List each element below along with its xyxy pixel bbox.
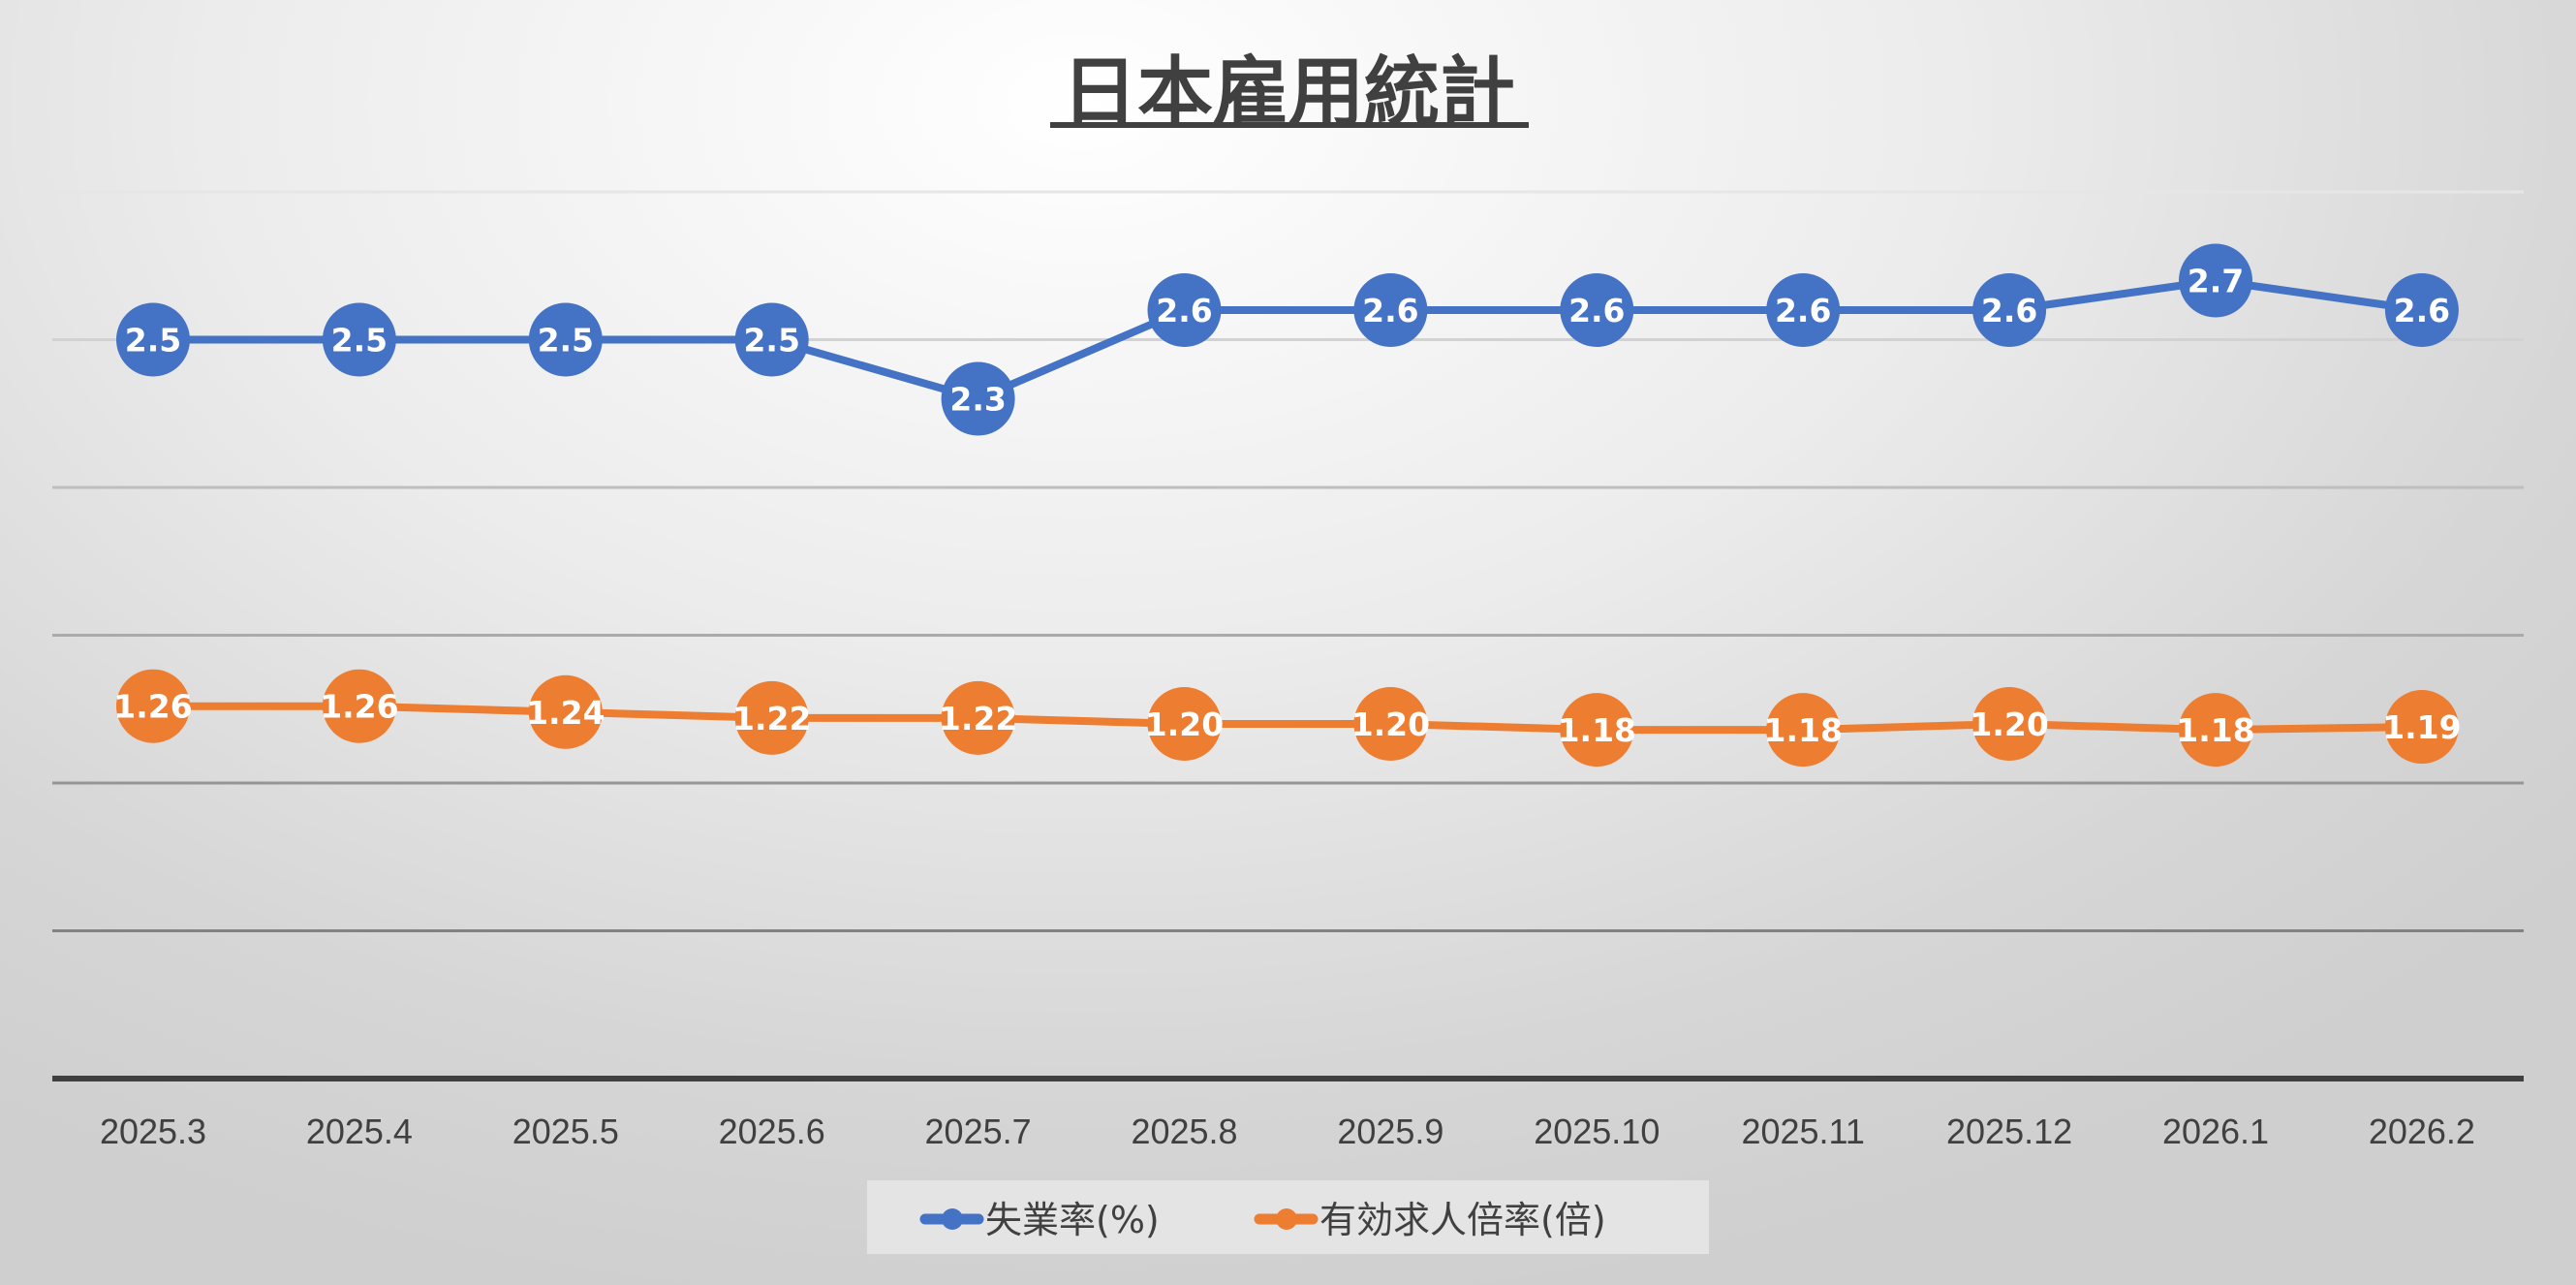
data-point xyxy=(941,361,1015,436)
data-point xyxy=(528,674,603,749)
data-point xyxy=(1766,693,1841,768)
data-point xyxy=(1147,687,1222,761)
data-point xyxy=(1560,273,1634,347)
data-label: 2.5 xyxy=(538,322,594,360)
gridlines xyxy=(52,190,2524,1081)
title-underline xyxy=(1050,122,1529,128)
data-label: 2.6 xyxy=(2394,292,2450,329)
x-tick-label: 2025.5 xyxy=(512,1112,619,1151)
data-label: 1.19 xyxy=(2382,708,2461,746)
data-point xyxy=(528,302,603,377)
legend-item-2: 有効求人倍率(倍) xyxy=(1254,1199,1606,1241)
data-label: 1.24 xyxy=(526,694,605,732)
data-label: 2.5 xyxy=(743,322,799,360)
data-point xyxy=(1766,273,1841,347)
data-label: 1.22 xyxy=(732,700,811,737)
x-tick-label: 2026.2 xyxy=(2369,1112,2475,1151)
data-point xyxy=(1560,693,1634,768)
legend-item-1: 失業率(%) xyxy=(919,1199,1160,1241)
data-point xyxy=(2179,243,2252,318)
data-label: 1.18 xyxy=(2176,711,2254,749)
legend-marker-icon xyxy=(1276,1208,1297,1230)
data-point xyxy=(941,680,1015,755)
data-point xyxy=(1972,273,2047,347)
legend-label: 失業率(%) xyxy=(985,1199,1160,1241)
data-label: 2.6 xyxy=(1981,292,2037,329)
data-label: 1.26 xyxy=(113,688,192,726)
data-point xyxy=(2179,693,2252,768)
data-point xyxy=(2384,273,2459,347)
data-point xyxy=(1147,273,1222,347)
data-point xyxy=(734,302,809,377)
data-point xyxy=(322,669,396,743)
data-label: 2.5 xyxy=(331,322,388,360)
x-axis-ticks: 2025.3 2025.4 2025.5 2025.6 2025.7 2025.8 2025… xyxy=(100,1112,2475,1151)
data-point xyxy=(1972,687,2047,761)
legend: 失業率(%) 有効求人倍率(倍) xyxy=(867,1180,1709,1254)
legend-marker-icon xyxy=(942,1208,963,1230)
x-tick-label: 2025.4 xyxy=(306,1112,413,1151)
data-label: 2.6 xyxy=(1362,292,1418,329)
data-point xyxy=(1353,687,1428,761)
x-tick-label: 2025.6 xyxy=(719,1112,825,1151)
series-1: 2.5 2.5 2.5 2.5 2.3 2.6 2.6 2.6 2.6 2.6 2.7 2.6 xyxy=(116,243,2459,436)
data-label: 1.18 xyxy=(1763,711,1842,749)
data-label: 1.18 xyxy=(1558,711,1636,749)
data-label: 1.20 xyxy=(1970,705,2048,743)
x-tick-label: 2025.7 xyxy=(925,1112,1032,1151)
data-label: 1.22 xyxy=(939,700,1017,737)
data-label: 2.6 xyxy=(1775,292,1831,329)
data-point xyxy=(734,680,809,755)
data-label: 2.5 xyxy=(125,322,181,360)
data-label: 2.3 xyxy=(949,381,1006,419)
data-point xyxy=(116,302,190,377)
x-tick-label: 2025.9 xyxy=(1337,1112,1443,1151)
x-tick-label: 2025.12 xyxy=(1946,1112,2072,1151)
data-point xyxy=(2384,690,2459,765)
data-label: 1.26 xyxy=(320,688,398,726)
legend-label: 有効求人倍率(倍) xyxy=(1319,1199,1606,1241)
data-point xyxy=(322,302,396,377)
series-2: 1.26 1.26 1.24 1.22 1.22 1.20 1.20 1.18 1.18 1.20… xyxy=(113,669,2462,768)
x-tick-label: 2026.1 xyxy=(2162,1112,2269,1151)
data-label: 2.7 xyxy=(2188,263,2244,300)
x-tick-label: 2025.3 xyxy=(100,1112,206,1151)
series-line xyxy=(153,702,2422,735)
data-label: 2.6 xyxy=(1568,292,1625,329)
x-tick-label: 2025.8 xyxy=(1131,1112,1237,1151)
data-label: 1.20 xyxy=(1351,705,1430,743)
data-point xyxy=(116,669,190,743)
data-label: 2.6 xyxy=(1156,292,1212,329)
x-tick-label: 2025.10 xyxy=(1534,1112,1660,1151)
x-tick-label: 2025.11 xyxy=(1741,1112,1864,1151)
series-group: 2.5 2.5 2.5 2.5 2.3 2.6 2.6 2.6 2.6 2.6 2.7 2.6 1.26… xyxy=(113,243,2462,768)
data-label: 1.20 xyxy=(1145,705,1224,743)
data-point xyxy=(1353,273,1428,347)
